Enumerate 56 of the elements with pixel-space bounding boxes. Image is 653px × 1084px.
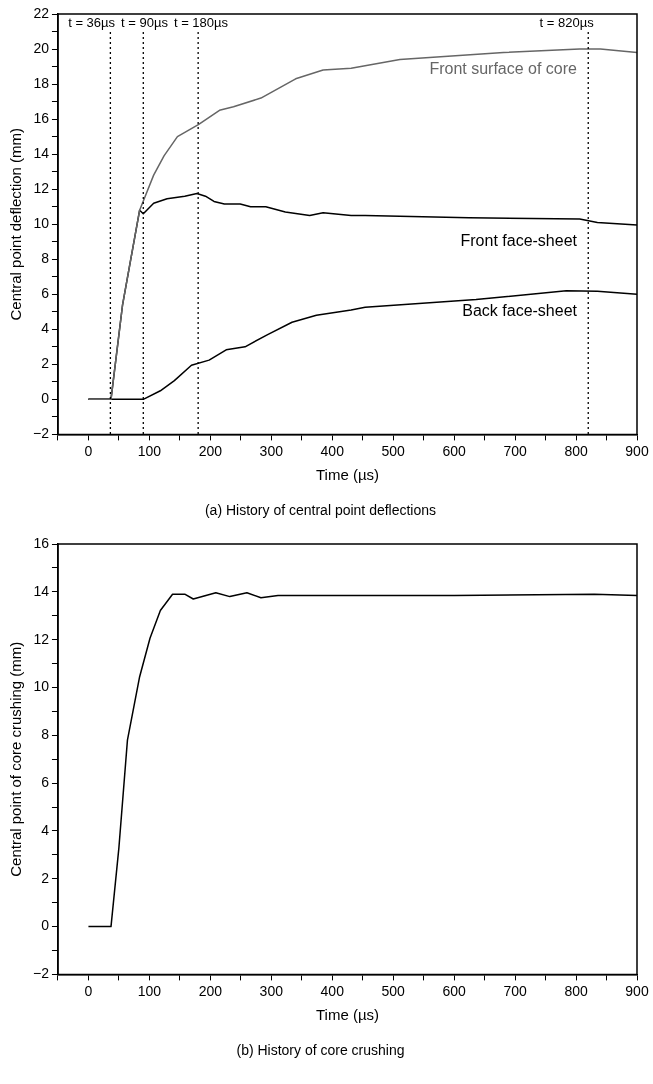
- series-label: Front surface of core: [429, 59, 578, 77]
- y-tick-label: 16: [33, 109, 50, 126]
- text: (a) History of central point deflections: [204, 502, 437, 519]
- y-tick-label: 10: [33, 215, 50, 232]
- y-axis-title: Central point of core crushing (mm): [7, 641, 25, 877]
- x-tick-label: 0: [84, 442, 93, 459]
- y-tick-label: 2: [41, 869, 50, 886]
- x-tick-label: 300: [259, 442, 284, 459]
- y-tick-label: 0: [41, 917, 50, 934]
- y-tick-label: 8: [41, 726, 50, 743]
- y-tick-label: 14: [33, 582, 50, 599]
- y-tick-label: 2: [41, 355, 50, 372]
- y-tick-label: 14: [33, 144, 50, 161]
- y-tick-label: 4: [41, 821, 50, 838]
- x-tick-label: 900: [625, 982, 649, 999]
- y-tick-label: 16: [33, 534, 50, 551]
- y-tick-label: 20: [33, 39, 50, 56]
- x-tick-label: 500: [381, 982, 406, 999]
- x-tick-label: 900: [625, 442, 649, 459]
- x-tick-label: 100: [137, 982, 162, 999]
- ref-line-label: t = 180µs: [173, 15, 229, 31]
- y-tick-label: 12: [33, 630, 50, 647]
- series-label: Back face-sheet: [462, 301, 578, 319]
- y-tick-label: 22: [33, 4, 50, 21]
- y-tick-label: 18: [33, 74, 50, 91]
- x-tick-label: 0: [84, 982, 93, 999]
- x-tick-label: 600: [442, 442, 467, 459]
- x-axis-title: Time (µs): [315, 1006, 380, 1024]
- y-tick-label: −2: [32, 425, 50, 442]
- x-tick-label: 700: [503, 442, 527, 459]
- y-tick-label: 6: [41, 773, 50, 790]
- y-tick-label: 10: [33, 678, 50, 695]
- series-label: Front face-sheet: [460, 232, 578, 250]
- x-tick-label: 400: [320, 442, 345, 459]
- y-axis-title: Central point deflection (mm): [7, 127, 25, 321]
- y-tick-label: 0: [41, 390, 50, 407]
- ref-line-label: t = 36µs: [68, 15, 116, 31]
- text: (b) History of core crushing: [236, 1042, 405, 1059]
- ref-line-label: t = 820µs: [539, 15, 595, 31]
- y-tick-label: 4: [41, 320, 50, 337]
- x-tick-label: 100: [137, 442, 162, 459]
- y-tick-label: −2: [32, 965, 50, 982]
- x-tick-label: 500: [381, 442, 406, 459]
- x-tick-label: 800: [564, 442, 588, 459]
- y-tick-label: 6: [41, 285, 50, 302]
- x-tick-label: 700: [503, 982, 527, 999]
- x-tick-label: 800: [564, 982, 588, 999]
- ref-line-label: t = 90µs: [121, 15, 169, 31]
- y-tick-label: 8: [41, 250, 50, 267]
- y-tick-label: 12: [33, 180, 50, 197]
- x-tick-label: 600: [442, 982, 467, 999]
- x-tick-label: 400: [320, 982, 345, 999]
- x-tick-label: 200: [198, 442, 223, 459]
- x-axis-title: Time (µs): [315, 466, 380, 484]
- x-tick-label: 200: [198, 982, 223, 999]
- x-tick-label: 300: [259, 982, 284, 999]
